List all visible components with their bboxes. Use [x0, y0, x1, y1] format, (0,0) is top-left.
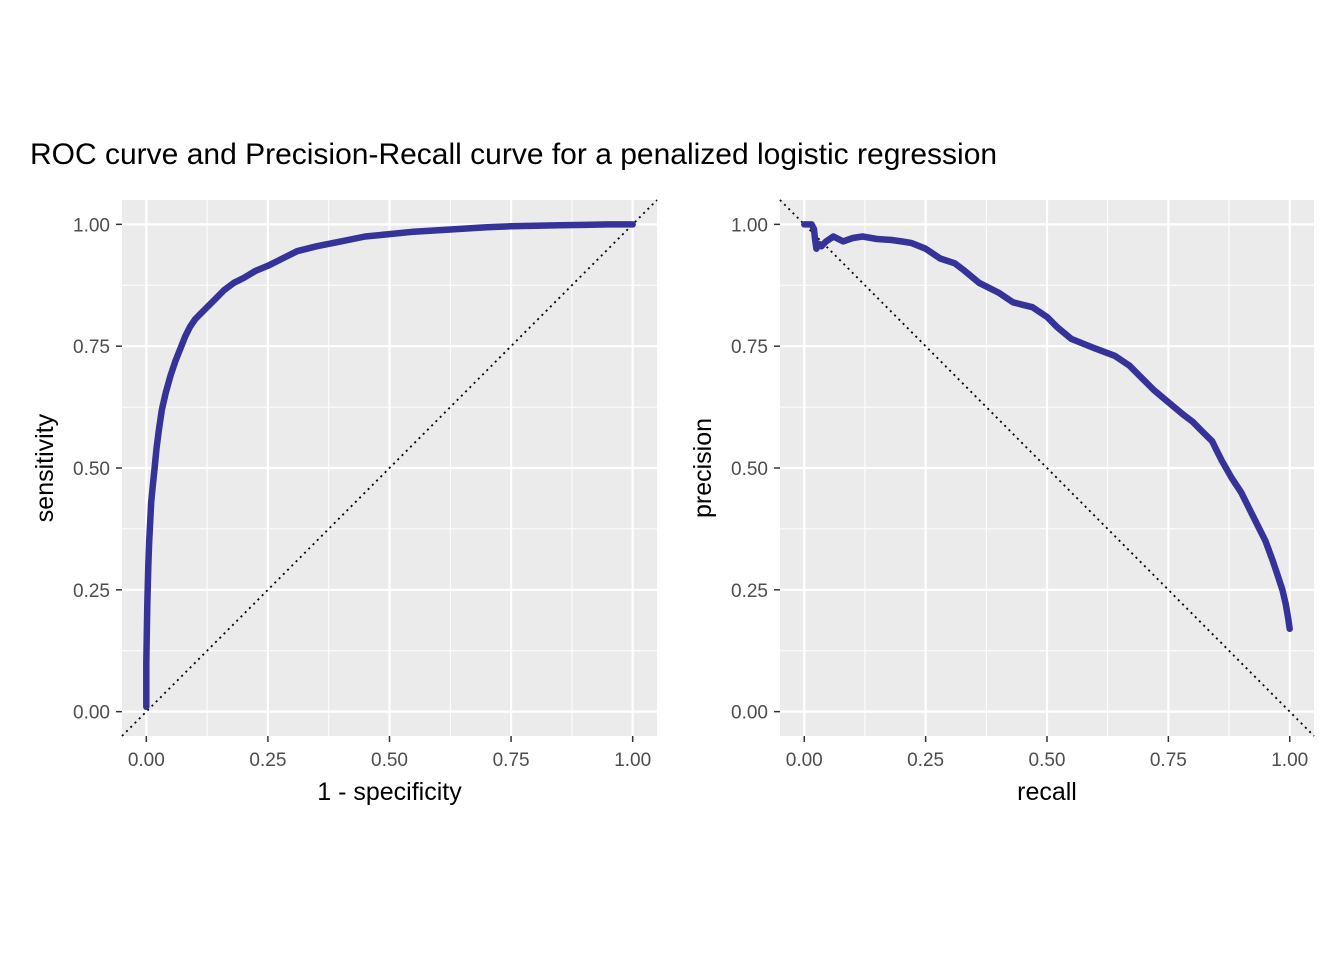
roc-y-tick-label: 0.00 [73, 703, 110, 724]
pr-y-tick-label: 0.25 [731, 581, 768, 602]
precision-recall-chart: 0.00 0.25 0.50 0.75 1.00 0.00 0.25 0.50 0.75 1.00… [689, 199, 1315, 806]
roc-y-tick-label: 0.75 [73, 337, 110, 358]
roc-y-axis-title: sensitivity [31, 413, 59, 522]
pr-x-tick-label: 0.50 [1029, 750, 1066, 771]
roc-x-tick-label: 1.00 [614, 750, 651, 771]
pr-x-axis-title: recall [1017, 778, 1077, 806]
roc-y-tick-label: 0.50 [73, 459, 110, 480]
pr-y-tick-label: 0.75 [731, 337, 768, 358]
figure-title: ROC curve and Precision-Recall curve for… [30, 138, 997, 171]
roc-x-tick-label: 0.50 [371, 750, 408, 771]
pr-x-tick-label: 0.00 [786, 750, 823, 771]
pr-x-tick-label: 0.25 [907, 750, 944, 771]
roc-chart: 0.00 0.25 0.50 0.75 1.00 0.00 0.25 0.50 0.75 1.00… [31, 199, 658, 806]
roc-x-tick-label: 0.00 [128, 750, 165, 771]
pr-y-tick-label: 1.00 [731, 215, 768, 236]
roc-y-tick-label: 1.00 [73, 215, 110, 236]
pr-y-axis-title: precision [689, 418, 717, 518]
pr-y-tick-label: 0.00 [731, 703, 768, 724]
pr-x-tick-label: 0.75 [1150, 750, 1187, 771]
roc-x-axis-title: 1 - specificity [317, 778, 462, 806]
pr-y-tick-label: 0.50 [731, 459, 768, 480]
roc-x-tick-label: 0.25 [249, 750, 286, 771]
roc-reference-line [121, 199, 658, 737]
pr-x-tick-label: 1.00 [1271, 750, 1308, 771]
pr-reference-line [779, 199, 1315, 737]
roc-x-tick-label: 0.75 [493, 750, 530, 771]
roc-y-tick-label: 0.25 [73, 581, 110, 602]
pr-curve-line [801, 221, 1293, 633]
roc-curve-line [143, 221, 636, 711]
